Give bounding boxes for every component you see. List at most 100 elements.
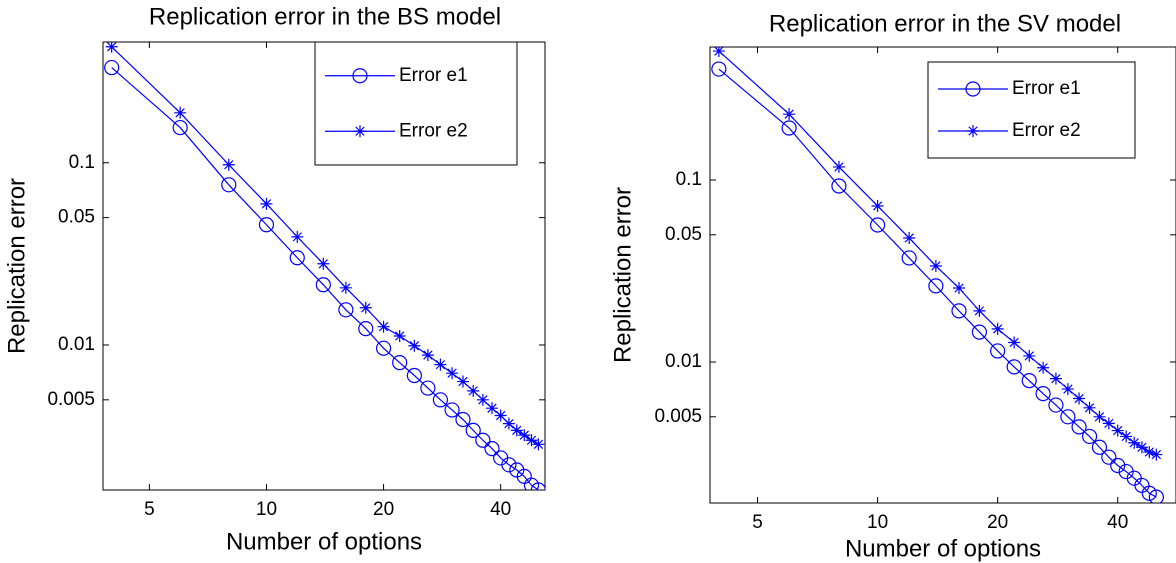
plot-area — [104, 42, 545, 490]
marker-star — [1093, 410, 1106, 423]
marker-star — [291, 230, 304, 243]
marker-star — [1037, 361, 1050, 374]
x-tick-label: 20 — [987, 512, 1008, 533]
marker-circle — [1101, 449, 1117, 465]
marker-star — [105, 42, 118, 53]
marker-circle — [1035, 386, 1051, 402]
y-axis-label: Replication error — [3, 178, 30, 354]
marker-star — [359, 301, 372, 314]
marker-circle — [1006, 359, 1022, 375]
marker-star — [339, 281, 352, 294]
x-tick-label: 5 — [144, 499, 155, 520]
marker-circle — [951, 303, 967, 319]
marker-circle — [315, 277, 331, 293]
marker-star — [421, 349, 434, 362]
marker-circle — [104, 59, 120, 76]
marker-star — [973, 304, 986, 317]
marker-circle — [406, 367, 422, 384]
marker-star — [502, 417, 515, 430]
legend-label: Error e2 — [399, 120, 468, 141]
marker-star — [494, 409, 507, 422]
series-line — [718, 68, 1157, 498]
marker-circle — [1060, 409, 1076, 425]
marker-circle — [1148, 489, 1164, 503]
x-tick-label: 10 — [256, 499, 277, 520]
marker-star — [222, 158, 235, 171]
marker-star — [354, 125, 366, 138]
marker-circle — [420, 380, 436, 396]
marker-circle — [781, 120, 797, 136]
marker-star — [1128, 436, 1141, 449]
marker-star — [476, 393, 489, 406]
marker-star — [929, 259, 942, 272]
marker-circle — [484, 440, 500, 457]
x-tick-label: 5 — [752, 512, 763, 533]
legend-box — [927, 61, 1136, 159]
marker-star — [377, 320, 390, 333]
marker-circle — [1021, 373, 1037, 389]
y-tick-label: 0.01 — [58, 334, 95, 355]
x-tick-label: 10 — [867, 512, 888, 533]
marker-star — [991, 322, 1004, 335]
marker-star — [393, 330, 406, 343]
marker-star — [174, 106, 187, 119]
marker-star — [510, 424, 523, 437]
marker-star — [486, 402, 499, 415]
marker-circle — [352, 68, 368, 84]
chart-title: Replication error in the BS model — [149, 3, 501, 30]
plot-frame — [709, 46, 1176, 504]
legend-label: Error e2 — [1012, 120, 1081, 141]
y-tick-label: 0.01 — [665, 351, 702, 372]
x-tick-label: 20 — [373, 499, 394, 520]
marker-circle — [831, 178, 847, 194]
marker-circle — [1071, 419, 1087, 435]
marker-circle — [928, 278, 944, 294]
x-tick-label: 40 — [490, 499, 511, 520]
marker-star — [434, 358, 447, 371]
x-axis-label: Number of options — [226, 528, 422, 555]
marker-circle — [530, 482, 545, 490]
marker-star — [1061, 383, 1074, 396]
marker-circle — [358, 320, 374, 337]
marker-star — [1150, 448, 1163, 461]
chart-title: Replication error in the SV model — [769, 10, 1121, 37]
marker-circle — [1081, 428, 1098, 445]
marker-star — [1135, 441, 1148, 454]
marker-star — [1008, 336, 1021, 349]
marker-star — [1102, 417, 1115, 430]
y-tick-label: 0.05 — [58, 207, 95, 228]
marker-circle — [1048, 397, 1064, 413]
marker-circle — [289, 250, 305, 266]
marker-circle — [392, 355, 408, 371]
marker-star — [712, 47, 725, 58]
y-tick-label: 0.005 — [47, 389, 95, 410]
marker-star — [317, 257, 330, 270]
marker-star — [967, 125, 979, 137]
y-axis-label: Replication error — [609, 187, 636, 363]
marker-star — [518, 429, 531, 442]
marker-circle — [501, 457, 517, 473]
y-tick-label: 0.1 — [69, 152, 95, 173]
marker-star — [408, 339, 421, 352]
marker-star — [467, 384, 480, 397]
marker-star — [456, 375, 469, 388]
marker-star — [1120, 430, 1133, 443]
y-tick-label: 0.005 — [654, 406, 702, 427]
marker-circle — [1141, 485, 1157, 501]
marker-circle — [221, 177, 237, 193]
marker-circle — [375, 340, 392, 356]
marker-circle — [444, 402, 460, 418]
marker-star — [871, 199, 884, 212]
marker-circle — [455, 411, 471, 428]
marker-star — [525, 434, 538, 447]
marker-star — [1073, 392, 1086, 405]
marker-circle — [901, 250, 917, 266]
marker-circle — [258, 217, 275, 233]
legend-label: Error e1 — [1012, 78, 1081, 99]
marker-star — [1111, 424, 1124, 437]
plot-area — [711, 47, 1164, 503]
marker-circle — [475, 432, 491, 448]
marker-star — [1023, 349, 1036, 362]
marker-star — [260, 197, 273, 210]
